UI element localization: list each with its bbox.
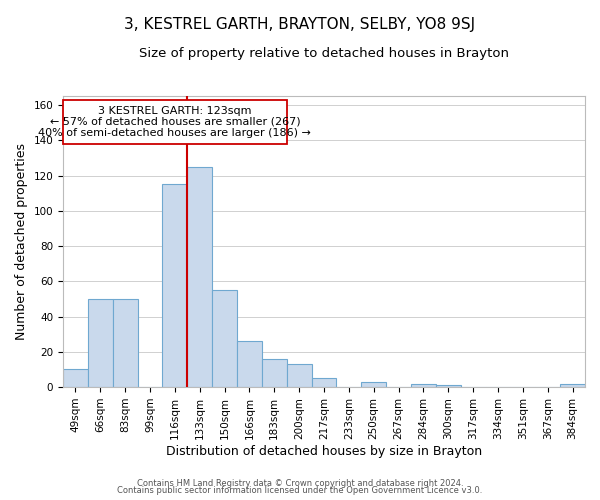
- Bar: [212, 290, 237, 387]
- Bar: [88, 299, 113, 387]
- X-axis label: Distribution of detached houses by size in Brayton: Distribution of detached houses by size …: [166, 444, 482, 458]
- Bar: [63, 370, 88, 387]
- Bar: [411, 384, 436, 387]
- Bar: [287, 364, 311, 387]
- Text: 3, KESTREL GARTH, BRAYTON, SELBY, YO8 9SJ: 3, KESTREL GARTH, BRAYTON, SELBY, YO8 9S…: [124, 18, 476, 32]
- Y-axis label: Number of detached properties: Number of detached properties: [15, 143, 28, 340]
- Bar: [262, 359, 287, 387]
- Text: Contains HM Land Registry data © Crown copyright and database right 2024.: Contains HM Land Registry data © Crown c…: [137, 478, 463, 488]
- Bar: [63, 100, 287, 144]
- Text: 40% of semi-detached houses are larger (186) →: 40% of semi-detached houses are larger (…: [38, 128, 311, 138]
- Bar: [361, 382, 386, 387]
- Title: Size of property relative to detached houses in Brayton: Size of property relative to detached ho…: [139, 48, 509, 60]
- Bar: [113, 299, 137, 387]
- Bar: [163, 184, 187, 387]
- Bar: [560, 384, 585, 387]
- Text: ← 57% of detached houses are smaller (267): ← 57% of detached houses are smaller (26…: [50, 117, 300, 127]
- Bar: [436, 386, 461, 387]
- Bar: [311, 378, 337, 387]
- Bar: [187, 167, 212, 387]
- Bar: [237, 342, 262, 387]
- Text: Contains public sector information licensed under the Open Government Licence v3: Contains public sector information licen…: [118, 486, 482, 495]
- Text: 3 KESTREL GARTH: 123sqm: 3 KESTREL GARTH: 123sqm: [98, 106, 251, 116]
